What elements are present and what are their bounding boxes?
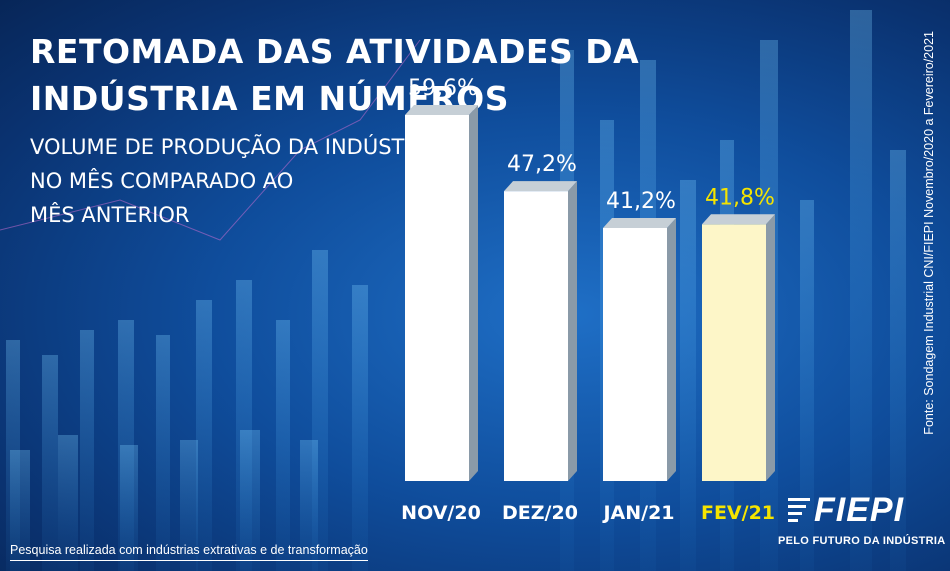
category-label-0: NOV/20 — [401, 502, 481, 524]
bar-2 — [603, 227, 667, 481]
bar-side-0 — [469, 105, 478, 481]
bar-side-1 — [568, 181, 577, 481]
bar-0 — [405, 115, 469, 481]
subtitle-line-3: MÊS ANTERIOR — [30, 203, 190, 227]
bg-trend-line — [0, 39, 421, 241]
page-title: RETOMADA DAS ATIVIDADES DA INDÚSTRIA EM … — [30, 28, 639, 122]
category-label-2: JAN/21 — [601, 502, 674, 524]
bg-column-7 — [276, 320, 290, 571]
source-note: Fonte: Sondagem Industrial CNI/FIEPI Nov… — [914, 28, 944, 438]
bar-side-3 — [766, 214, 775, 482]
bg-column-2 — [80, 330, 94, 571]
bg-column-15 — [300, 440, 318, 571]
logo-stripes-icon — [788, 498, 810, 522]
bar-top-0 — [405, 105, 478, 115]
bar-top-1 — [504, 181, 577, 192]
bg-column-24 — [890, 150, 906, 571]
bg-column-23 — [850, 10, 872, 571]
source-text: Fonte: Sondagem Industrial CNI/FIEPI Nov… — [922, 31, 936, 435]
bg-column-4 — [156, 335, 170, 571]
logo-tagline: PELO FUTURO DA INDÚSTRIA — [778, 535, 946, 547]
bar-value-label-1: 47,2% — [507, 152, 577, 177]
bg-column-13 — [180, 440, 198, 571]
category-label-3: FEV/21 — [701, 502, 775, 524]
bar-value-label-0: 59,6% — [408, 76, 478, 101]
bar-3 — [702, 224, 766, 482]
bg-column-22 — [800, 200, 814, 571]
subtitle-line-2: NO MÊS COMPARADO AO — [30, 169, 294, 193]
bg-column-9 — [352, 285, 368, 571]
bg-column-19 — [680, 180, 696, 571]
bar-side-2 — [667, 217, 676, 481]
bar-1 — [504, 191, 568, 481]
footnote: Pesquisa realizada com indústrias extrat… — [10, 543, 368, 561]
bg-column-5 — [196, 300, 212, 571]
bg-column-11 — [58, 435, 78, 571]
chart-subtitle: VOLUME DE PRODUÇÃO DA INDÚSTRIA NO MÊS C… — [30, 130, 440, 232]
bar-top-2 — [603, 217, 676, 228]
title-line-1: RETOMADA DAS ATIVIDADES DA — [30, 32, 640, 71]
bg-column-12 — [120, 445, 138, 571]
bg-column-10 — [10, 450, 30, 571]
bar-value-label-3: 41,8% — [705, 185, 775, 210]
subtitle-line-1: VOLUME DE PRODUÇÃO DA INDÚSTRIA — [30, 135, 440, 159]
bar-value-label-2: 41,2% — [606, 189, 676, 214]
bg-column-14 — [240, 430, 260, 571]
logo-wordmark: FIEPI — [814, 490, 905, 529]
bg-column-1 — [42, 355, 58, 571]
fiepi-logo: FIEPI — [788, 490, 918, 529]
bar-top-3 — [702, 214, 775, 225]
category-label-1: DEZ/20 — [502, 502, 578, 524]
